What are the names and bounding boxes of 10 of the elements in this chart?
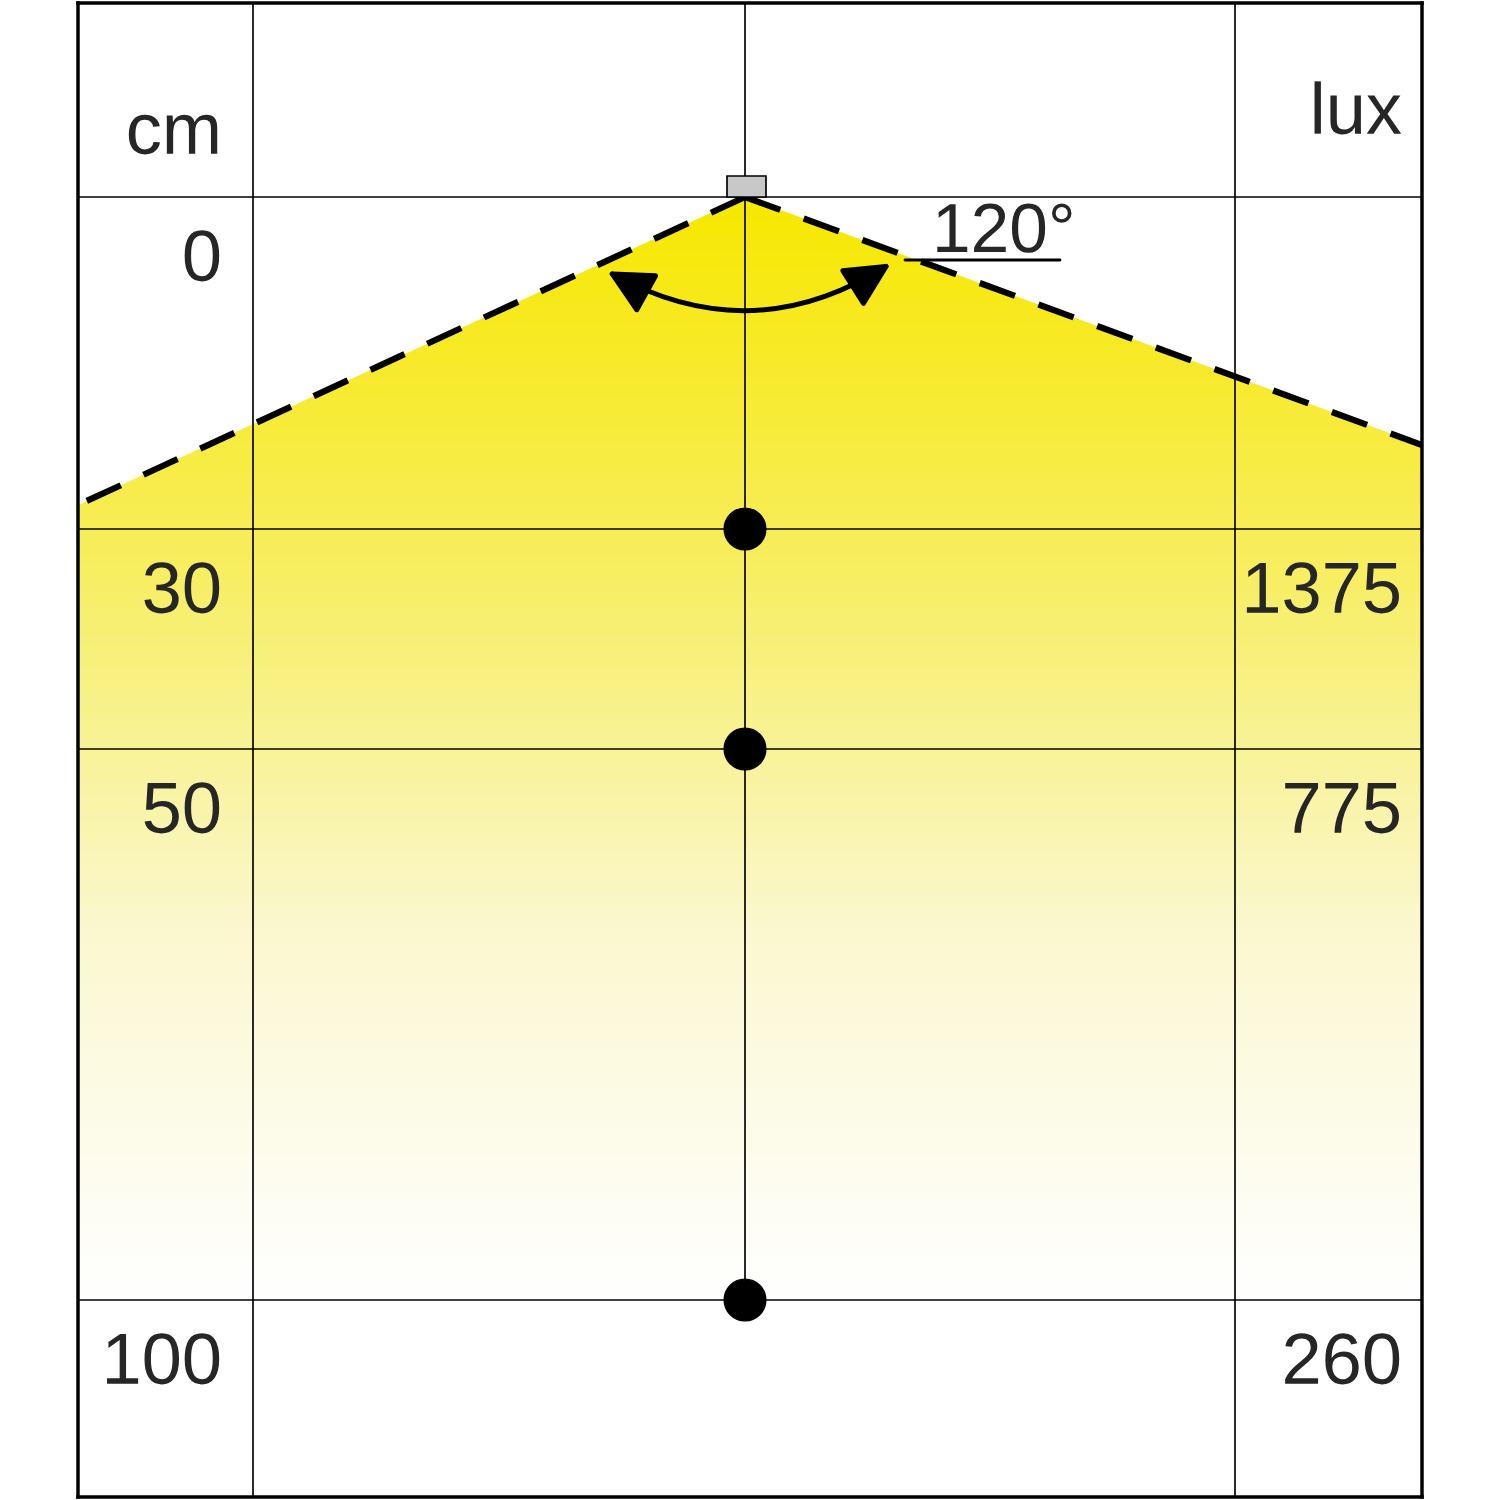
category-label: 50 [144, 782, 220, 834]
text: 120° [937, 203, 1072, 253]
text: lux [1314, 81, 1402, 135]
category-label: 100 [107, 1333, 220, 1385]
text: cm [128, 114, 218, 155]
data-label: 775 [1285, 782, 1399, 834]
data-label: 1375 [1246, 562, 1399, 614]
category-label: 30 [144, 562, 220, 614]
category-label: 0 [184, 230, 220, 282]
data-label: 260 [1285, 1333, 1400, 1385]
